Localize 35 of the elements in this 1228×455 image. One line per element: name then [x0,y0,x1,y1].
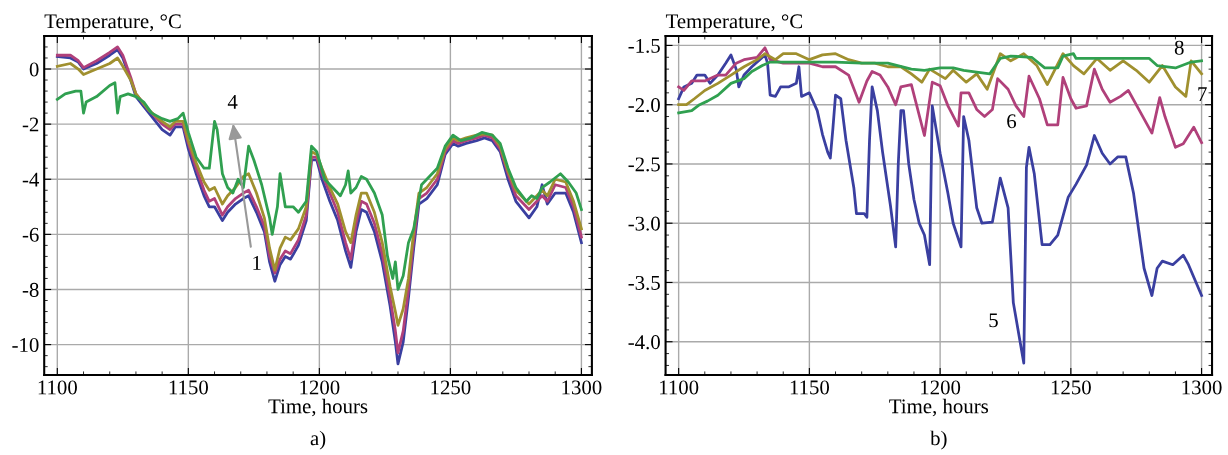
annotation: 7 [1198,87,1207,101]
y-tick-label: -2 [22,117,39,132]
x-tick-label: 1300 [562,380,602,395]
line-series [55,81,583,291]
y-tick-label: -4.0 [628,335,660,350]
y-axis-title: Temperature, °C [44,14,181,33]
annotation: 6 [1007,114,1017,129]
text: a) [310,430,326,450]
y-tick-label: -3.5 [628,275,660,290]
y-tick-label: -2.0 [628,98,660,113]
annotation: 4 [227,95,238,109]
x-axis-title: Time, hours [268,398,368,417]
annotation: 1 [253,256,261,270]
y-tick-label: 0 [29,62,39,77]
x-tick-label: 1250 [1051,380,1091,395]
x-tick-label: 1150 [790,380,830,395]
text: b) [930,430,947,450]
y-tick-label: -2.5 [628,157,660,172]
x-tick-label: 1100 [38,380,77,395]
x-axis-title: Time, hours [889,398,989,417]
y-tick-label: -6 [22,227,39,242]
annotation: 5 [989,313,998,328]
y-tick-label: -1.5 [628,38,660,53]
y-tick-label: -3.0 [628,216,660,231]
annotation: 8 [1174,40,1184,55]
x-tick-label: 1100 [660,380,699,395]
x-tick-label: 1200 [921,380,961,395]
y-tick-label: -4 [22,172,40,187]
y-axis-title: Temperature, °C [665,14,803,33]
y-tick-label: -8 [22,282,39,297]
x-tick-label: 1250 [431,380,471,395]
x-tick-label: 1300 [1182,380,1222,395]
x-tick-label: 1150 [169,380,208,395]
x-tick-label: 1200 [300,380,340,395]
y-tick-label: -10 [12,337,39,353]
